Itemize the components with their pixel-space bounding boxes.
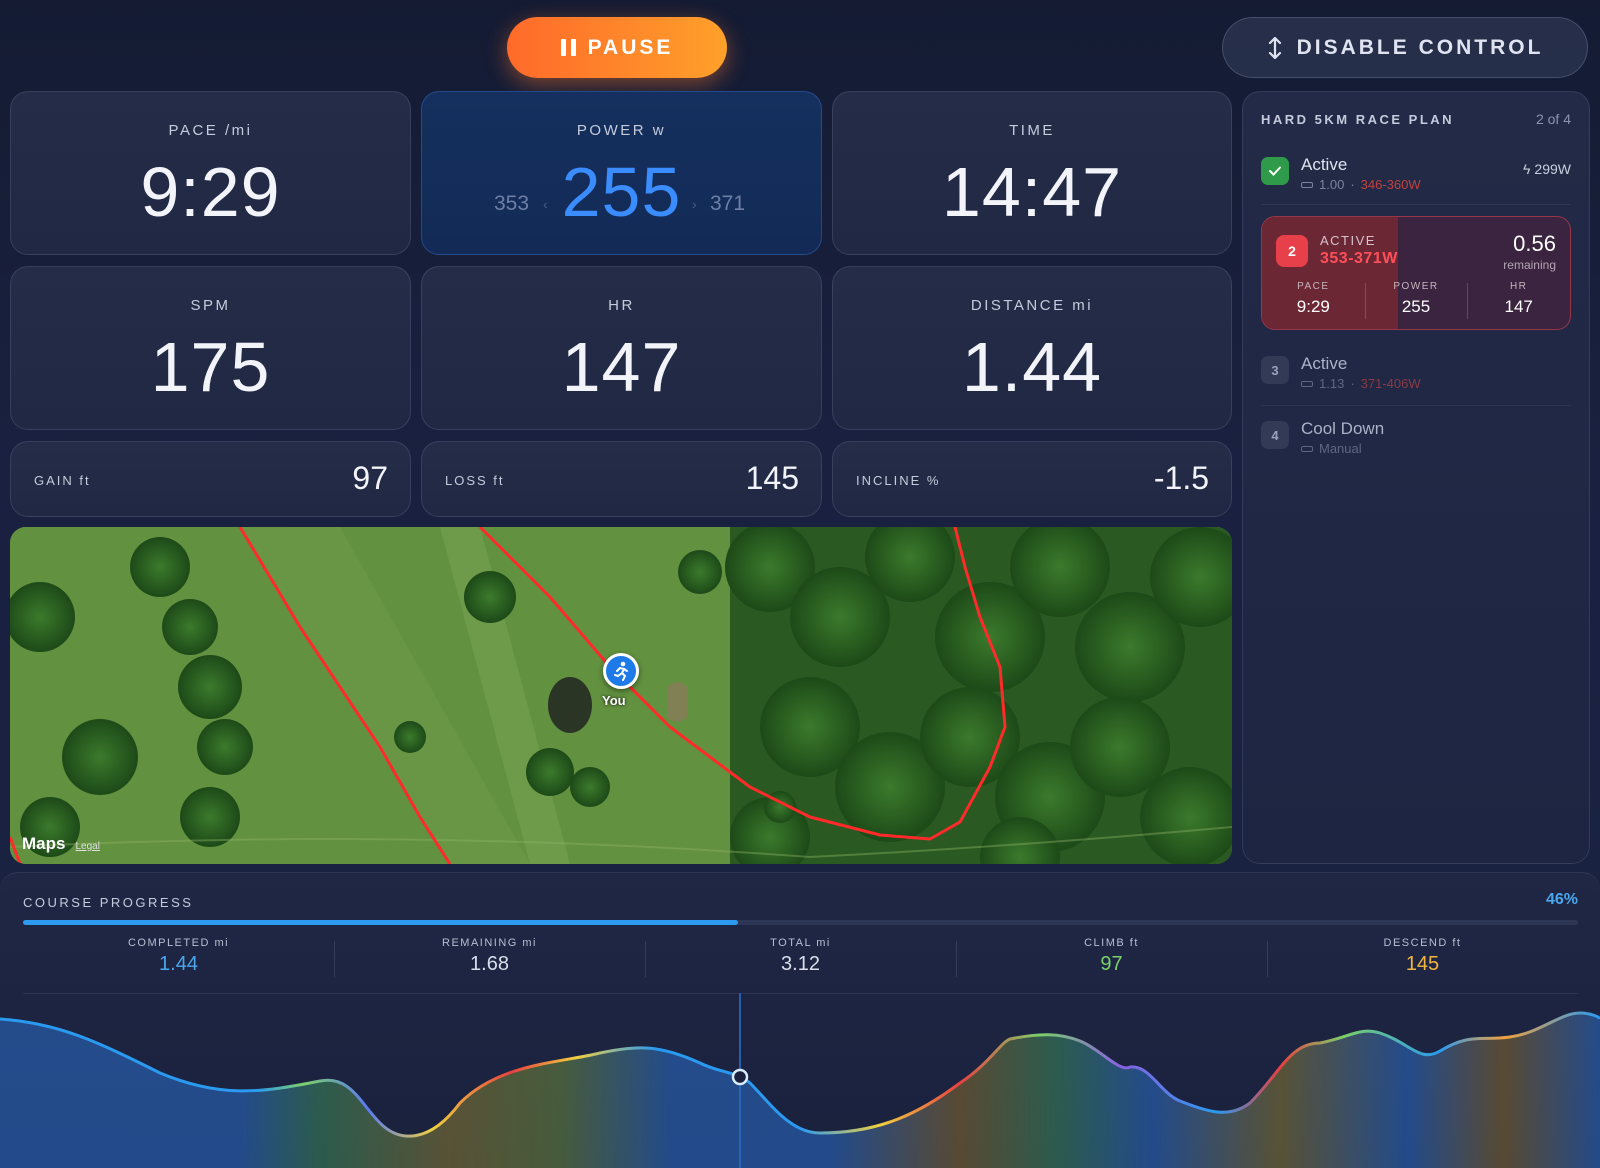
course-progress-fill xyxy=(23,920,739,925)
distance-icon xyxy=(1301,445,1313,452)
step-1-details: 1.00 · 346-360W xyxy=(1301,177,1421,192)
plan-step-2-active[interactable]: 2 ACTIVE 353-371W 0.56 remaining PACE 9:… xyxy=(1261,216,1571,330)
pace-card: PACE /mi 9:29 xyxy=(10,91,411,255)
loss-value: 145 xyxy=(745,460,799,496)
gain-label: GAIN ft xyxy=(34,473,91,488)
distance-icon xyxy=(1301,380,1313,387)
hr-value: 147 xyxy=(561,328,682,406)
vertical-arrows-icon xyxy=(1268,36,1281,59)
course-progress-panel: COURSE PROGRESS 46% COMPLETED mi 1.44 RE… xyxy=(0,872,1600,1168)
step-4-name: Cool Down xyxy=(1301,419,1385,438)
route-map[interactable]: You Maps Legal xyxy=(10,527,1232,864)
step-1-avg-power: ϟ 299W xyxy=(1523,161,1571,177)
spm-label: SPM xyxy=(190,297,231,314)
you-label: You xyxy=(602,693,626,708)
pause-label: PAUSE xyxy=(587,35,674,59)
plan-step-3[interactable]: 3 Active 1.13 · 371-406W xyxy=(1261,354,1571,394)
disable-control-label: DISABLE CONTROL xyxy=(1296,35,1544,59)
distance-card: DISTANCE mi 1.44 xyxy=(832,266,1232,430)
step-3-name: Active xyxy=(1301,354,1348,373)
current-position-marker xyxy=(731,1068,749,1086)
step-1-name: Active xyxy=(1301,155,1348,174)
elevation-profile[interactable] xyxy=(0,993,1600,1168)
step-3-details: 1.13 · 371-406W xyxy=(1301,376,1421,391)
runner-icon xyxy=(614,661,628,681)
step-2-pace: PACE 9:29 xyxy=(1296,281,1330,316)
loss-card: LOSS ft 145 xyxy=(421,441,822,517)
pause-icon xyxy=(560,39,576,56)
step-2-remaining-label: remaining xyxy=(1503,258,1556,272)
power-target-high: 371 xyxy=(710,192,746,215)
gain-card: GAIN ft 97 xyxy=(10,441,411,517)
stat-completed: COMPLETED mi 1.44 xyxy=(127,937,230,975)
stat-climb: CLIMB ft 97 xyxy=(956,937,1267,977)
step-3-badge: 3 xyxy=(1261,356,1289,384)
time-label: TIME xyxy=(1009,122,1055,139)
power-card: POWER w 255 xyxy=(421,91,822,255)
course-progress-title: COURSE PROGRESS xyxy=(23,895,194,910)
step-2-badge: 2 xyxy=(1276,235,1308,267)
apple-maps-logo: Maps xyxy=(22,834,66,853)
stat-descend: DESCEND ft 145 xyxy=(1267,937,1578,977)
step-2-range: 353-371W xyxy=(1320,250,1398,267)
chevron-right-icon: › xyxy=(692,196,697,212)
maps-attribution: Maps Legal xyxy=(22,834,100,854)
hr-label: HR xyxy=(608,297,635,314)
distance-label: DISTANCE mi xyxy=(970,297,1094,314)
chevron-left-icon: ‹ xyxy=(543,196,548,212)
pace-value: 9:29 xyxy=(140,153,281,231)
legal-link[interactable]: Legal xyxy=(75,841,100,852)
stat-remaining: REMAINING mi 1.68 xyxy=(334,937,645,977)
hr-card: HR 147 xyxy=(421,266,822,430)
step-2-hr: HR 147 xyxy=(1467,281,1570,319)
lightning-icon: ϟ xyxy=(1523,161,1531,177)
course-progress-percent: 46% xyxy=(1545,891,1578,908)
power-value: 255 xyxy=(561,153,682,231)
time-card: TIME 14:47 xyxy=(832,91,1232,255)
distance-icon xyxy=(1301,181,1313,188)
plan-step-count: 2 of 4 xyxy=(1535,111,1571,127)
spm-card: SPM 175 xyxy=(10,266,411,430)
incline-value: -1.5 xyxy=(1153,460,1209,496)
spm-value: 175 xyxy=(150,328,271,406)
course-progress-bar xyxy=(23,920,1578,925)
step-2-status: ACTIVE xyxy=(1320,233,1376,248)
race-plan-panel: HARD 5KM RACE PLAN 2 of 4 Active 1.00 · 3… xyxy=(1242,91,1590,864)
pace-label: PACE /mi xyxy=(168,122,253,139)
pause-button[interactable]: PAUSE xyxy=(507,17,727,78)
step-2-stats: PACE 9:29 POWER 255 HR 147 xyxy=(1262,281,1570,319)
gain-value: 97 xyxy=(352,460,388,496)
course-stats: COMPLETED mi 1.44 REMAINING mi 1.68 TOTA… xyxy=(23,937,1578,977)
loss-label: LOSS ft xyxy=(445,473,505,488)
runner-location-marker[interactable] xyxy=(603,653,639,689)
disable-control-button[interactable]: DISABLE CONTROL xyxy=(1222,17,1588,78)
satellite-imagery xyxy=(10,527,1232,864)
power-target-low: 353 xyxy=(494,192,530,215)
time-value: 14:47 xyxy=(941,153,1123,231)
step-2-power: POWER 255 xyxy=(1364,281,1468,319)
incline-label: INCLINE % xyxy=(856,473,941,488)
plan-step-4[interactable]: 4 Cool Down Manual xyxy=(1261,419,1571,459)
step-2-remaining: 0.56 xyxy=(1513,231,1556,256)
plan-step-1[interactable]: Active 1.00 · 346-360W ϟ 299W xyxy=(1261,155,1571,195)
incline-card: INCLINE % -1.5 xyxy=(832,441,1232,517)
step-4-badge: 4 xyxy=(1261,421,1289,449)
distance-value: 1.44 xyxy=(961,328,1103,406)
step-4-details: Manual xyxy=(1301,441,1362,456)
power-label: POWER w xyxy=(576,122,667,139)
check-icon xyxy=(1261,157,1289,185)
plan-title: HARD 5KM RACE PLAN xyxy=(1261,112,1455,127)
stat-total: TOTAL mi 3.12 xyxy=(645,937,956,977)
